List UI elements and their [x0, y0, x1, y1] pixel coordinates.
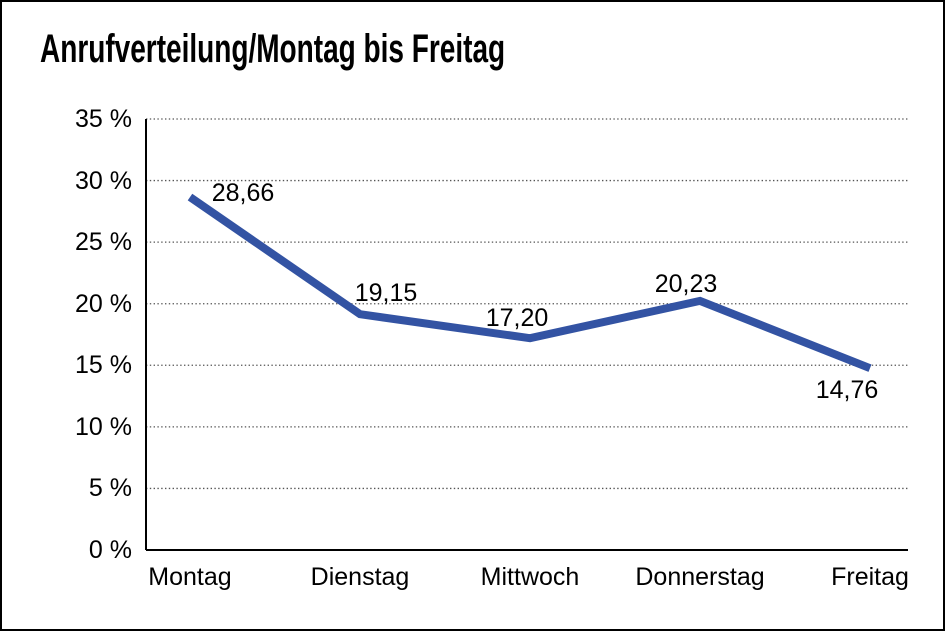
y-axis-tick-label: 0 % — [88, 536, 132, 564]
y-axis-tick-label: 10 % — [75, 412, 132, 441]
y-axis-tick-label: 15 % — [75, 351, 132, 380]
x-axis-category-label: Freitag — [831, 563, 909, 591]
data-point-label: 17,20 — [485, 304, 549, 333]
x-axis-category-label: Montag — [148, 563, 232, 591]
x-axis-category-label: Donnerstag — [635, 563, 765, 591]
chart-line — [187, 193, 872, 372]
y-axis-tick-label: 30 % — [75, 166, 132, 195]
y-axis-tick-label: 35 % — [75, 105, 132, 133]
data-point-label: 28,66 — [211, 179, 275, 208]
data-point-label: 19,15 — [354, 279, 418, 308]
data-point-label: 14,76 — [815, 376, 879, 405]
chart-title: Anrufverteilung/Montag bis Freitag — [40, 27, 506, 71]
x-axis-category-label: Mittwoch — [480, 563, 580, 591]
y-axis-tick-label: 20 % — [75, 289, 132, 318]
y-axis-tick-label: 5 % — [88, 474, 132, 503]
y-axis-tick-label: 25 % — [75, 228, 132, 257]
data-point-label: 20,23 — [654, 269, 718, 298]
x-axis-category-label: Dienstag — [310, 563, 410, 591]
